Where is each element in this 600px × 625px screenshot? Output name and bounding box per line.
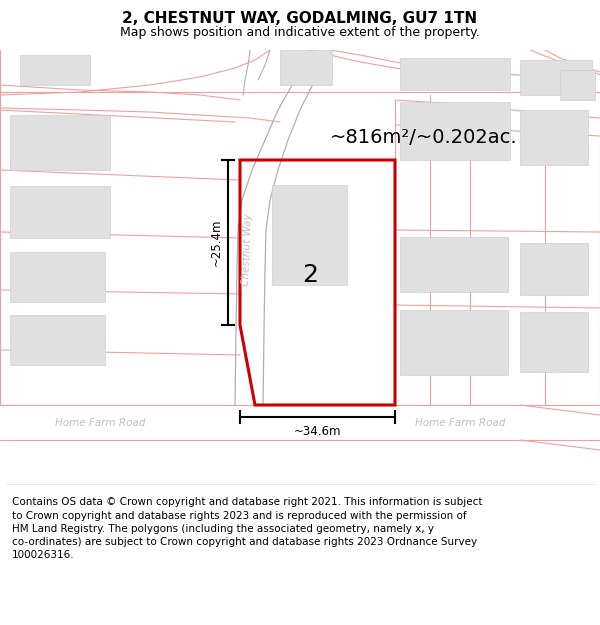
Text: Map shows position and indicative extent of the property.: Map shows position and indicative extent… xyxy=(120,26,480,39)
Text: Home Farm Road: Home Farm Road xyxy=(55,418,145,428)
Bar xyxy=(520,110,588,165)
Text: Home Farm Road: Home Farm Road xyxy=(415,418,505,428)
Bar xyxy=(20,55,90,85)
Text: Contains OS data © Crown copyright and database right 2021. This information is : Contains OS data © Crown copyright and d… xyxy=(12,498,482,560)
Text: 2: 2 xyxy=(302,263,318,287)
Text: ~34.6m: ~34.6m xyxy=(294,425,341,438)
Bar xyxy=(10,186,110,238)
Bar xyxy=(10,315,105,365)
Bar xyxy=(10,252,105,302)
Text: ~25.4m: ~25.4m xyxy=(210,219,223,266)
Bar xyxy=(272,185,347,285)
Bar xyxy=(560,70,595,100)
Text: ~816m²/~0.202ac.: ~816m²/~0.202ac. xyxy=(330,128,518,147)
Text: 2, CHESTNUT WAY, GODALMING, GU7 1TN: 2, CHESTNUT WAY, GODALMING, GU7 1TN xyxy=(122,11,478,26)
Bar xyxy=(520,243,588,295)
Bar xyxy=(400,58,510,90)
Bar xyxy=(10,115,110,170)
Bar xyxy=(520,312,588,372)
Bar xyxy=(400,237,508,292)
Bar xyxy=(520,60,592,95)
Bar xyxy=(400,310,508,375)
Text: Chestnut Way: Chestnut Way xyxy=(241,214,253,286)
Bar xyxy=(400,102,510,160)
Bar xyxy=(280,50,332,85)
